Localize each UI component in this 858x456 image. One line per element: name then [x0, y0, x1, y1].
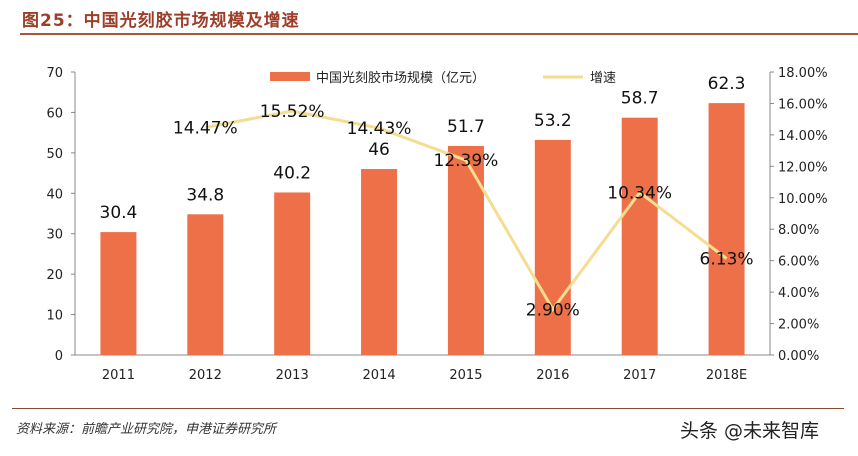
bar-2013 — [274, 192, 311, 355]
line-label: 6.13% — [700, 250, 754, 270]
line-label: 12.39% — [434, 151, 499, 171]
left-tick-label: 70 — [46, 66, 63, 81]
bar-2017 — [621, 117, 658, 355]
right-tick-label: 0.00% — [778, 349, 819, 364]
right-tick-label: 4.00% — [778, 286, 819, 301]
bar-label: 62.3 — [708, 74, 746, 94]
line-label: 10.34% — [607, 183, 672, 203]
footer-divider — [12, 408, 844, 409]
x-tick-label: 2017 — [623, 368, 656, 383]
left-tick-label: 40 — [46, 187, 63, 202]
source-note: 资料来源：前瞻产业研究院，申港证券研究所 — [16, 422, 277, 437]
left-tick-label: 0 — [55, 349, 63, 364]
bar-label: 30.4 — [100, 203, 138, 223]
right-tick-label: 6.00% — [778, 255, 819, 270]
left-tick-label: 60 — [46, 106, 63, 121]
bar-2014 — [361, 169, 398, 355]
left-tick-label: 10 — [46, 309, 63, 324]
line-label: 14.47% — [173, 118, 238, 138]
x-tick-label: 2016 — [536, 368, 569, 383]
bar-2016 — [534, 139, 571, 355]
bar-label: 34.8 — [186, 185, 224, 205]
left-tick-label: 20 — [46, 268, 63, 283]
line-label: 15.52% — [260, 102, 325, 122]
bar-label: 40.2 — [273, 163, 311, 183]
bar-label: 53.2 — [534, 111, 572, 131]
legend-line-label: 增速 — [590, 71, 616, 86]
x-tick-label: 2014 — [363, 368, 396, 383]
left-tick-label: 30 — [46, 228, 63, 243]
title-divider — [20, 33, 858, 35]
bar-2015 — [447, 145, 484, 355]
x-tick-label: 2013 — [276, 368, 309, 383]
bar-label: 46 — [368, 140, 390, 160]
x-tick-label: 2012 — [189, 368, 222, 383]
watermark: 头条 @未来智库 — [680, 420, 820, 442]
x-tick-label: 2015 — [449, 368, 482, 383]
line-label: 2.90% — [526, 300, 580, 320]
bar-2018E — [708, 103, 745, 355]
growth-line — [205, 109, 728, 313]
right-tick-label: 14.00% — [778, 129, 828, 144]
right-tick-label: 10.00% — [778, 192, 828, 207]
right-tick-label: 12.00% — [778, 160, 828, 175]
legend-bar-swatch — [270, 72, 310, 81]
x-tick-label: 2018E — [706, 368, 747, 383]
x-tick-label: 2011 — [102, 368, 135, 383]
right-tick-label: 16.00% — [778, 97, 828, 112]
bar-2011 — [100, 232, 137, 355]
right-tick-label: 2.00% — [778, 318, 819, 333]
bar-label: 51.7 — [447, 117, 485, 137]
legend-bar-label: 中国光刻胶市场规模（亿元） — [316, 70, 485, 86]
figure-title: 图25：中国光刻胶市场规模及增速 — [22, 11, 300, 31]
bar-label: 58.7 — [621, 89, 659, 109]
left-tick-label: 50 — [46, 147, 63, 162]
bar-2012 — [187, 214, 224, 355]
right-tick-label: 8.00% — [778, 223, 819, 238]
right-tick-label: 18.00% — [778, 66, 828, 81]
line-label: 14.43% — [347, 119, 412, 139]
